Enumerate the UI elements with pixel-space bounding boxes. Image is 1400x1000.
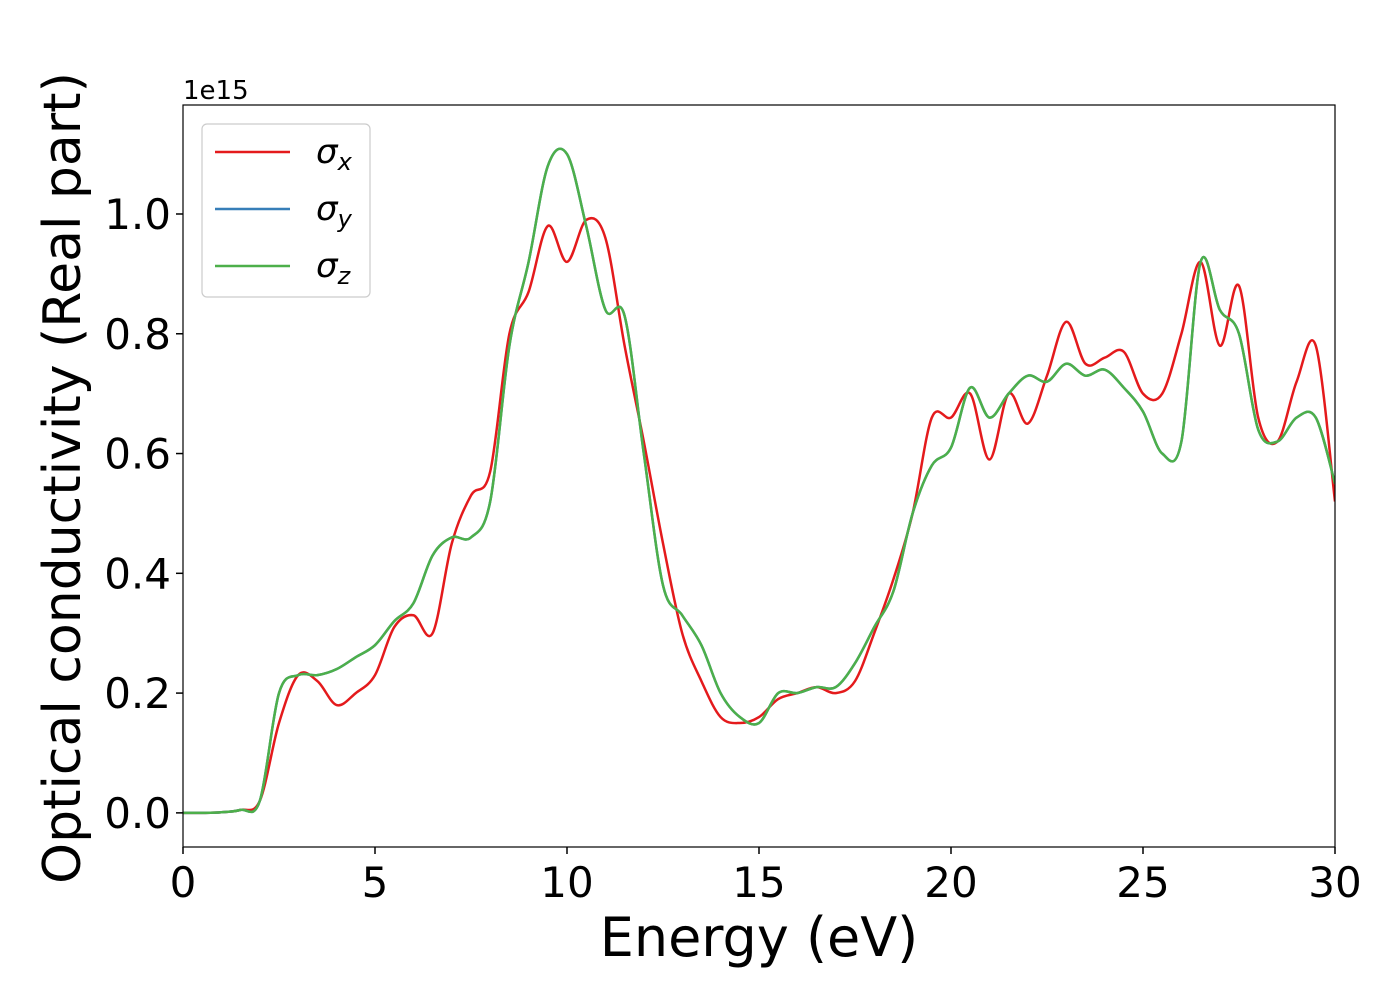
series-line	[183, 216, 1335, 815]
series-line	[183, 147, 1335, 815]
offset-text: 1e15	[183, 76, 249, 106]
y-tick-label: 0.2	[104, 669, 171, 718]
y-tick-label: 0.6	[104, 430, 171, 479]
plot-frame	[182, 104, 1336, 848]
x-tick-label: 20	[924, 858, 977, 907]
x-tick-label: 15	[732, 858, 785, 907]
x-tick-label: 25	[1116, 858, 1169, 907]
x-tick-label: 0	[170, 858, 197, 907]
legend-label: σy	[316, 189, 353, 233]
y-tick-label: 1.0	[104, 190, 171, 239]
x-tick-label: 5	[362, 858, 389, 907]
x-axis-label: Energy (eV)	[600, 906, 919, 969]
legend-label: σx	[316, 132, 353, 176]
y-tick-label: 0.0	[104, 789, 171, 838]
legend-box	[201, 123, 371, 298]
y-tick-label: 0.8	[104, 310, 171, 359]
x-tick-label: 10	[540, 858, 593, 907]
y-axis-label: Optical conductivity (Real part)	[33, 72, 93, 884]
y-tick-label: 0.4	[104, 549, 171, 598]
legend-label: σz	[316, 246, 352, 290]
x-tick-label: 30	[1308, 858, 1361, 907]
